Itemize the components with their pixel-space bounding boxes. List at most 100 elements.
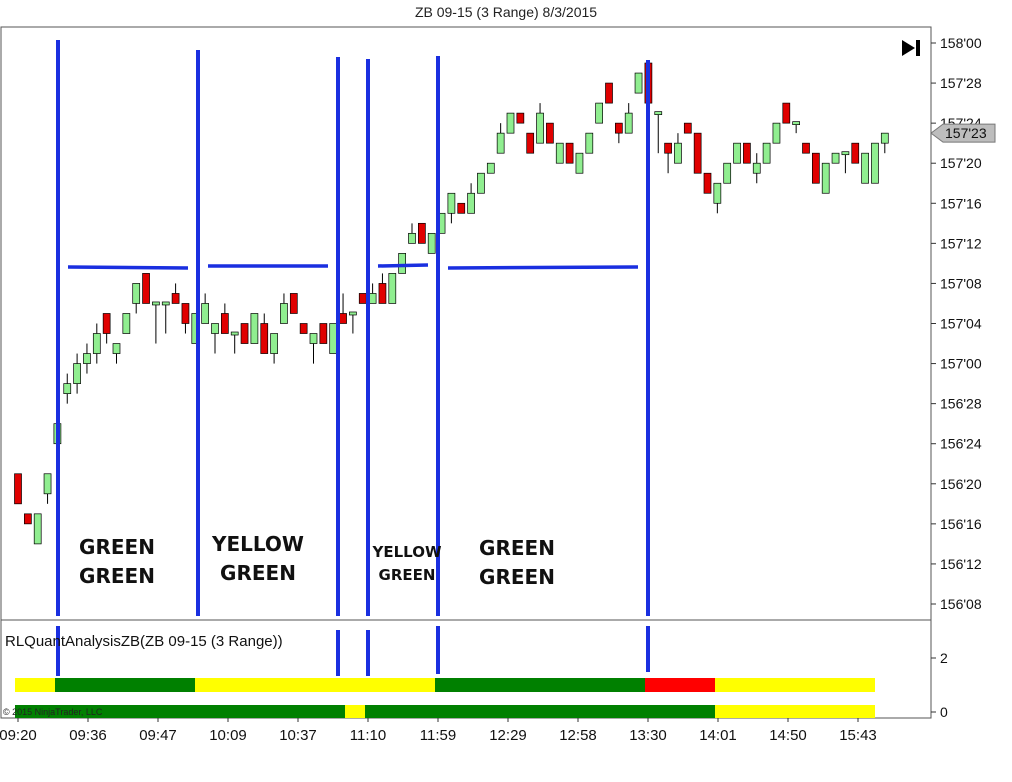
chart-frame (0, 26, 932, 719)
candle (516, 112, 525, 124)
candle (14, 473, 22, 505)
horizontal-line (377, 263, 429, 268)
candle (339, 313, 347, 324)
time-tick-label: 13:30 (629, 727, 667, 744)
candle (752, 162, 761, 174)
annotation-text: GREEN (79, 564, 155, 588)
price-tick-label: 157'16 (940, 195, 982, 211)
candle (230, 331, 239, 336)
candle (408, 232, 416, 244)
price-tick-label: 156'28 (940, 396, 982, 412)
last-price-marker (930, 123, 996, 143)
candle (221, 313, 229, 334)
candle (132, 283, 141, 304)
time-tick-label: 10:09 (209, 727, 247, 744)
candle (831, 152, 840, 164)
price-tick-label: 158'00 (940, 35, 982, 51)
candle (654, 111, 663, 115)
candle (92, 333, 101, 354)
candle (299, 323, 308, 334)
candle (605, 82, 613, 104)
candle (861, 152, 869, 184)
candle (477, 172, 485, 194)
indicator-upper-segment (645, 678, 715, 692)
candle (486, 162, 495, 174)
candle (152, 301, 160, 306)
candle (693, 132, 702, 174)
indicator-tick-label: 0 (940, 704, 948, 720)
candle (309, 333, 318, 344)
price-tick-label: 157'12 (940, 235, 982, 251)
indicator-lower-segment (715, 705, 875, 718)
indicator-upper-segment (435, 678, 645, 692)
annotation-text: GREEN (220, 561, 296, 585)
candle (575, 152, 584, 174)
time-tick-label: 09:36 (69, 727, 107, 744)
candle (841, 151, 850, 156)
price-tick-label: 156'24 (940, 436, 982, 452)
candle (821, 162, 830, 194)
scroll-to-end-button[interactable] (902, 40, 920, 56)
annotation-lines (56, 40, 650, 676)
candle (112, 343, 121, 354)
indicator-upper-segment (715, 678, 875, 692)
time-tick-label: 15:43 (839, 727, 877, 744)
price-axis: 158'00157'28157'24157'20157'16157'12157'… (930, 35, 996, 612)
price-tick-label: 156'16 (940, 516, 982, 532)
annotation-text: GREEN (479, 565, 555, 589)
annotation-text: YELLOW (211, 532, 304, 556)
candle (270, 333, 278, 354)
time-tick-label: 09:47 (139, 727, 177, 744)
annotation-text: GREEN (79, 535, 155, 559)
candle (526, 132, 535, 154)
candle (102, 313, 111, 334)
indicator-lower-segment (15, 705, 345, 718)
time-tick-label: 09:20 (0, 727, 37, 744)
indicator-upper-segment (15, 678, 55, 692)
candle (634, 72, 643, 94)
candle (762, 142, 771, 164)
candle (546, 122, 554, 144)
play-icon (902, 40, 915, 56)
indicator-lower-segment (345, 705, 365, 718)
candle (349, 311, 357, 316)
indicator-panel: RLQuantAnalysisZB(ZB 09-15 (3 Range)) 2 0 ©… (3, 633, 948, 720)
candle (142, 273, 150, 304)
candle (782, 102, 791, 124)
indicator-upper-segment (55, 678, 195, 692)
price-tick-label: 157'28 (940, 75, 982, 91)
candle (418, 222, 426, 244)
price-tick-label: 156'12 (940, 556, 982, 572)
candle (743, 142, 751, 164)
price-tick-label: 156'08 (940, 596, 982, 612)
candle (83, 353, 91, 364)
last-price-label: 157'23 (945, 125, 987, 141)
candle (802, 142, 810, 154)
candle (201, 303, 209, 324)
candle (614, 122, 623, 134)
price-tick-label: 157'04 (940, 316, 982, 332)
indicator-label: RLQuantAnalysisZB(ZB 09-15 (3 Range)) (5, 633, 283, 650)
horizontal-line (447, 265, 639, 270)
candle (792, 121, 801, 125)
indicator-upper-segment (195, 678, 435, 692)
candle (713, 182, 722, 204)
candle (871, 142, 879, 184)
time-tick-label: 11:10 (350, 727, 386, 744)
time-tick-label: 12:29 (489, 727, 527, 744)
candle (260, 323, 269, 354)
time-tick-label: 10:37 (279, 727, 317, 744)
candle (427, 232, 436, 254)
time-tick-label: 14:50 (769, 727, 807, 744)
time-tick-label: 12:58 (559, 727, 597, 744)
candle (250, 313, 259, 344)
price-tick-label: 156'20 (940, 476, 982, 492)
candle (536, 112, 544, 144)
candle (73, 363, 81, 384)
candle (703, 172, 712, 194)
candle (733, 142, 741, 164)
candle (585, 132, 594, 154)
candle (624, 112, 633, 134)
candle-series (14, 62, 889, 545)
